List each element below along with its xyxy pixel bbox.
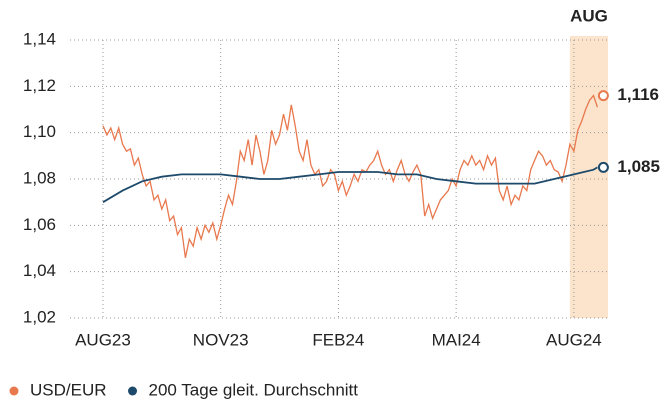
legend-swatch: [9, 386, 19, 396]
series-line: [102, 94, 599, 258]
end-marker: [597, 161, 609, 173]
highlight-band: [569, 36, 608, 318]
end-label: 1,085: [617, 157, 660, 176]
series-line: [102, 166, 598, 203]
end-marker: [597, 90, 609, 102]
highlight-label: AUG: [570, 6, 608, 25]
x-tick-label: MAI24: [432, 330, 481, 349]
x-tick-label: NOV23: [193, 330, 249, 349]
y-tick-label: 1,10: [23, 122, 56, 141]
legend-label: USD/EUR: [30, 380, 107, 399]
y-tick-label: 1,14: [23, 29, 56, 48]
x-tick-label: AUG24: [546, 330, 602, 349]
end-label: 1,116: [617, 85, 659, 104]
legend-swatch: [128, 386, 138, 396]
y-tick-label: 1,08: [23, 168, 56, 187]
y-tick-label: 1,06: [23, 215, 56, 234]
y-tick-label: 1,12: [23, 76, 56, 95]
x-tick-label: FEB24: [312, 330, 364, 349]
x-tick-label: AUG23: [75, 330, 131, 349]
y-tick-label: 1,04: [23, 261, 56, 280]
legend-label: 200 Tage gleit. Durchschnitt: [149, 380, 359, 399]
y-tick-label: 1,02: [23, 307, 56, 326]
